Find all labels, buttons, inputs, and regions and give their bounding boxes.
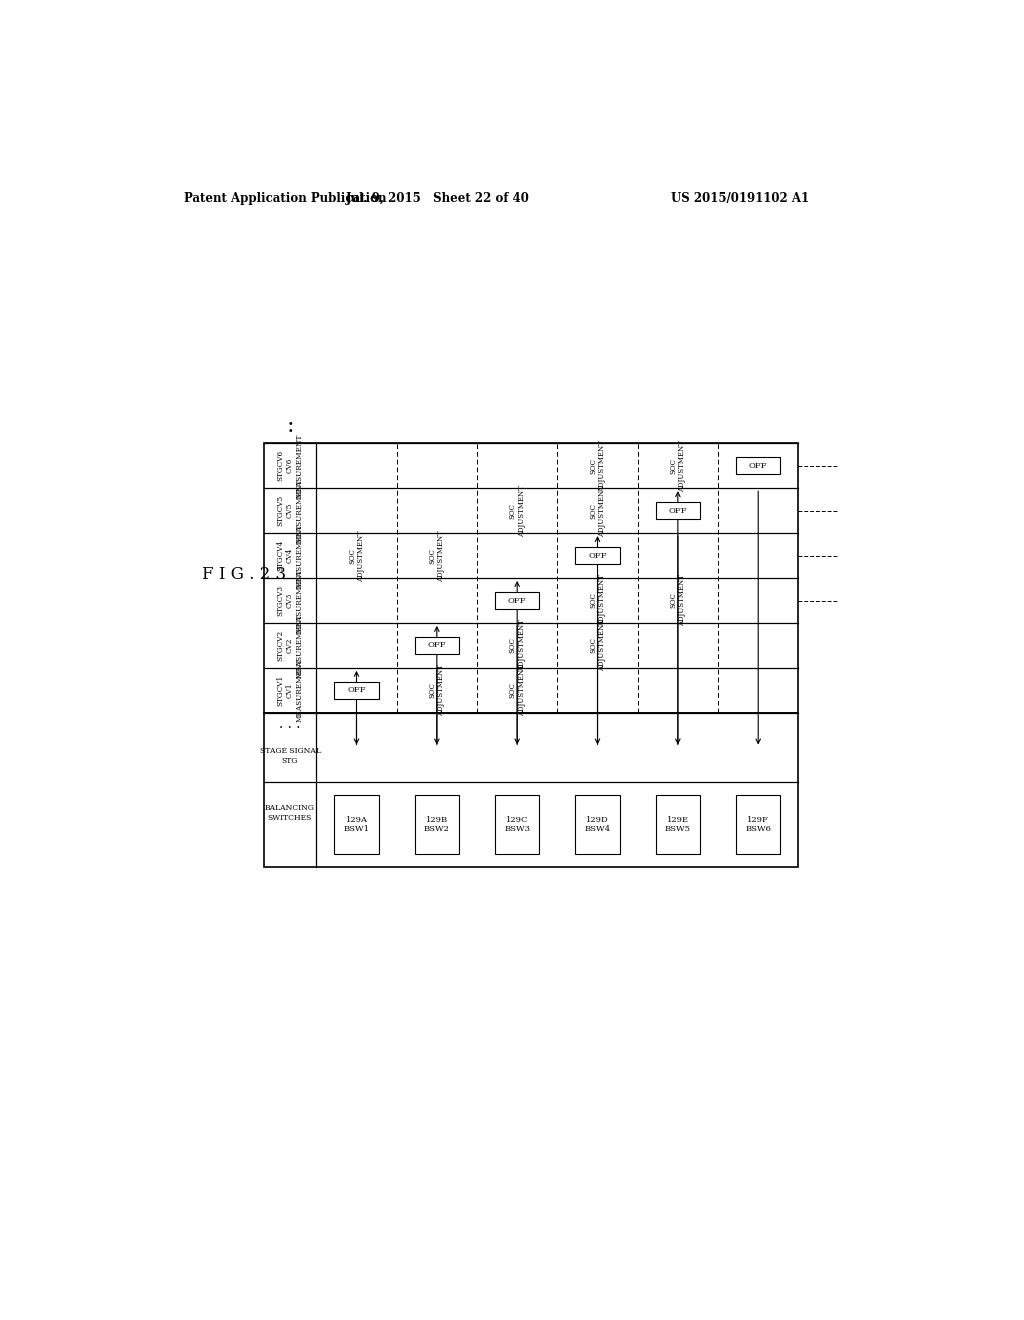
- Bar: [655, 502, 700, 519]
- Bar: [495, 795, 540, 854]
- Bar: [263, 713, 799, 867]
- Text: SOC
ADJUSTMENT: SOC ADJUSTMENT: [348, 529, 366, 582]
- Bar: [575, 795, 620, 854]
- Text: OFF: OFF: [347, 686, 366, 694]
- Text: SOC
ADJUSTMENT: SOC ADJUSTMENT: [509, 484, 525, 537]
- Text: OFF: OFF: [669, 507, 687, 515]
- Text: SOC
ADJUSTMENT: SOC ADJUSTMENT: [509, 619, 525, 672]
- Text: SOC
ADJUSTMENT: SOC ADJUSTMENT: [589, 484, 606, 537]
- Text: STGCV4
CV4
MEASUREMENT: STGCV4 CV4 MEASUREMENT: [276, 524, 303, 587]
- Text: SOC
ADJUSTMENT: SOC ADJUSTMENT: [670, 574, 686, 627]
- Text: US 2015/0191102 A1: US 2015/0191102 A1: [671, 191, 809, 205]
- Text: 129C
BSW3: 129C BSW3: [504, 816, 530, 833]
- Bar: [736, 457, 780, 474]
- Text: F I G . 2 3: F I G . 2 3: [202, 566, 286, 582]
- Bar: [495, 591, 540, 609]
- Text: STGCV5
CV5
MEASUREMENT: STGCV5 CV5 MEASUREMENT: [276, 479, 303, 543]
- Text: 129E
BSW5: 129E BSW5: [665, 816, 691, 833]
- Text: OFF: OFF: [749, 462, 768, 470]
- Text: SOC
ADJUSTMENT: SOC ADJUSTMENT: [428, 664, 445, 717]
- Text: SOC
ADJUSTMENT: SOC ADJUSTMENT: [589, 440, 606, 491]
- Text: BALANCING
SWITCHES: BALANCING SWITCHES: [265, 804, 315, 821]
- Text: . . .: . . .: [280, 717, 301, 731]
- Text: SOC
ADJUSTMENT: SOC ADJUSTMENT: [670, 440, 686, 491]
- Text: SOC
ADJUSTMENT: SOC ADJUSTMENT: [509, 664, 525, 717]
- Bar: [335, 795, 379, 854]
- Bar: [415, 636, 459, 653]
- Text: OFF: OFF: [428, 642, 446, 649]
- Bar: [736, 795, 780, 854]
- Text: 129B
BSW2: 129B BSW2: [424, 816, 450, 833]
- Text: SOC
ADJUSTMENT: SOC ADJUSTMENT: [589, 574, 606, 627]
- Text: STGCV1
CV1
MEASUREMENT: STGCV1 CV1 MEASUREMENT: [276, 659, 303, 722]
- Text: Jul. 9, 2015   Sheet 22 of 40: Jul. 9, 2015 Sheet 22 of 40: [346, 191, 530, 205]
- Text: STGCV6
CV6
MEASUREMENT: STGCV6 CV6 MEASUREMENT: [276, 434, 303, 498]
- Text: SOC
ADJUSTMENT: SOC ADJUSTMENT: [428, 529, 445, 582]
- Bar: [415, 795, 459, 854]
- Text: OFF: OFF: [508, 597, 526, 605]
- Text: STGCV2
CV2
MEASUREMENT: STGCV2 CV2 MEASUREMENT: [276, 614, 303, 677]
- Text: 129F
BSW6: 129F BSW6: [745, 816, 771, 833]
- Bar: [575, 546, 620, 564]
- Text: :: :: [287, 416, 294, 437]
- Text: 129D
BSW4: 129D BSW4: [585, 816, 610, 833]
- Bar: [655, 795, 700, 854]
- Text: SOC
ADJUSTMENT: SOC ADJUSTMENT: [589, 619, 606, 672]
- Text: STAGE SIGNAL
STG: STAGE SIGNAL STG: [259, 747, 321, 764]
- Text: STGCV3
CV3
MEASUREMENT: STGCV3 CV3 MEASUREMENT: [276, 569, 303, 632]
- Text: OFF: OFF: [588, 552, 607, 560]
- Bar: [263, 444, 799, 713]
- Bar: [335, 682, 379, 698]
- Text: 129A
BSW1: 129A BSW1: [343, 816, 370, 833]
- Text: Patent Application Publication: Patent Application Publication: [183, 191, 386, 205]
